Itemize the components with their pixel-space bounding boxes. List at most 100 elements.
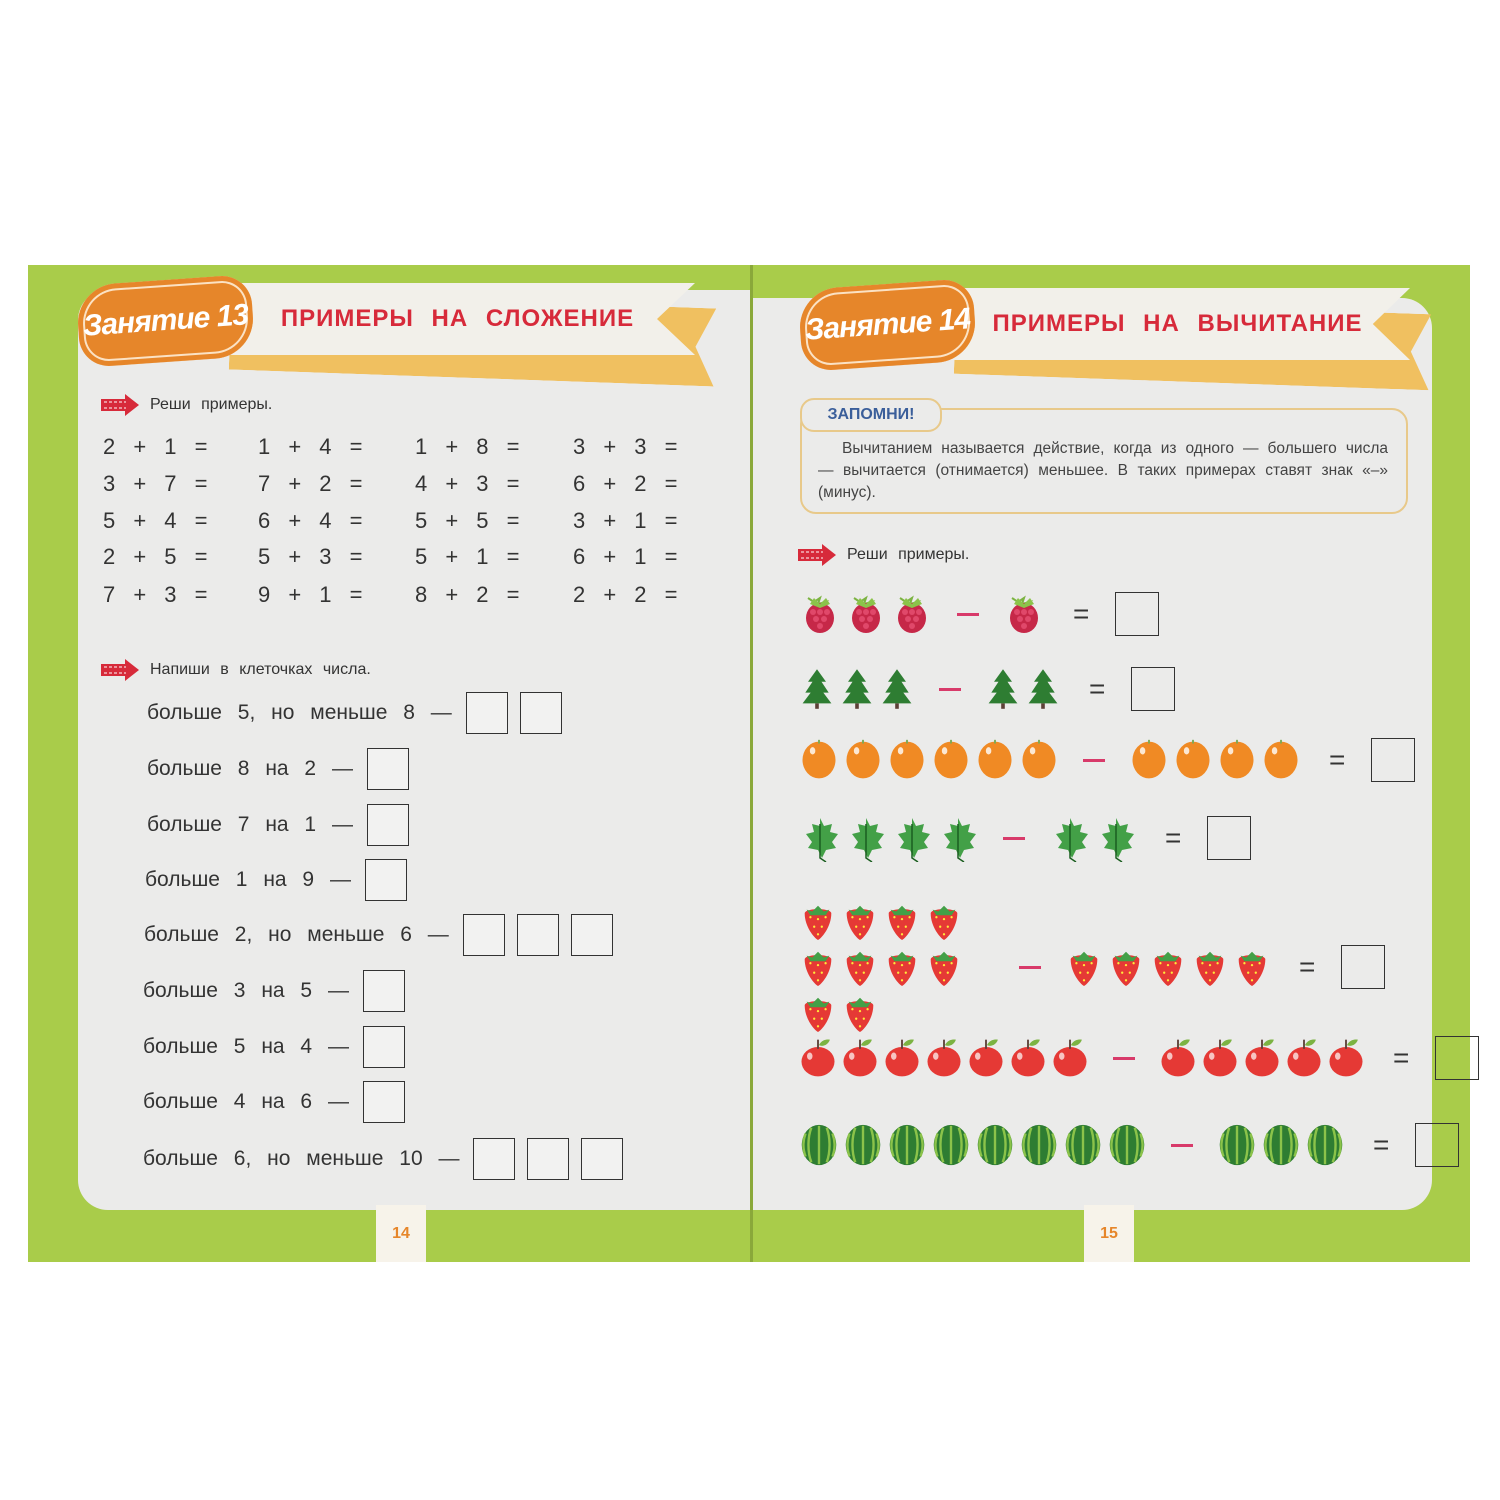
strawberry-icon — [804, 905, 832, 940]
answer-box[interactable] — [1435, 1036, 1480, 1080]
minus-sign — [957, 612, 979, 616]
strawberry-icon — [1196, 951, 1224, 986]
apple-icon — [969, 1039, 1003, 1077]
strawberry-icon — [804, 997, 832, 1032]
fill-row-label: больше 5 на 4 — — [143, 1035, 349, 1058]
remember-text: Вычитанием называется действие, когда из… — [818, 440, 1388, 501]
addition-equation: 2 + 5 = — [103, 544, 208, 569]
watermelon-icon — [845, 1124, 881, 1166]
addition-equation: 3 + 7 = — [103, 471, 208, 496]
answer-box[interactable] — [362, 970, 405, 1012]
answer-box[interactable] — [516, 914, 559, 956]
strawberry-icon — [846, 951, 874, 986]
orange-icon — [846, 739, 880, 779]
orange-icon — [1176, 739, 1210, 779]
subtrahend-group — [983, 665, 1063, 713]
answer-box[interactable] — [473, 1138, 516, 1180]
lesson-number: Занятие 13 — [81, 298, 249, 343]
answer-box[interactable] — [362, 1081, 405, 1123]
leaf-icon — [852, 818, 884, 862]
page-number: 15 — [1084, 1205, 1134, 1262]
lesson-badge: Занятие 14 — [797, 277, 978, 373]
subtraction-row: = — [797, 814, 1252, 862]
fill-row: больше 2, но меньше 6 — — [144, 914, 625, 956]
fir-tree-icon — [988, 669, 1018, 709]
orange-icon — [1132, 739, 1166, 779]
answer-box[interactable] — [581, 1138, 624, 1180]
addition-equation: 5 + 1 = — [415, 544, 520, 569]
apple-icon — [1329, 1039, 1363, 1077]
subtraction-row: = — [797, 1122, 1460, 1168]
leaf-icon — [898, 818, 930, 862]
raspberry-icon — [852, 595, 880, 633]
fill-row: больше 5 на 4 — — [143, 1026, 417, 1068]
apple-icon — [1161, 1039, 1195, 1077]
apple-icon — [1245, 1039, 1279, 1077]
fill-row-label: больше 2, но меньше 6 — — [144, 923, 449, 946]
strawberry-icon — [1112, 951, 1140, 986]
subtrahend-group — [1215, 1122, 1347, 1168]
addition-equation: 3 + 1 = — [573, 508, 678, 533]
fill-row: больше 6, но меньше 10 — — [143, 1138, 635, 1180]
answer-box[interactable] — [465, 692, 508, 734]
answer-box[interactable] — [1131, 667, 1176, 711]
minus-sign — [1019, 965, 1041, 969]
task-label: Реши примеры. — [150, 396, 273, 413]
addition-equation: 6 + 1 = — [573, 544, 678, 569]
task-arrow-icon — [101, 659, 139, 681]
answer-box[interactable] — [1341, 945, 1386, 989]
strawberry-icon — [888, 951, 916, 986]
subtrahend-group — [1063, 944, 1273, 990]
answer-box[interactable] — [362, 1026, 405, 1068]
task-solve: Реши примеры. — [797, 544, 969, 566]
answer-box[interactable] — [519, 692, 562, 734]
task-solve: Реши примеры. — [100, 394, 272, 416]
task-label: Реши примеры. — [847, 546, 970, 563]
lesson-title-ribbon: ПРИМЕРЫ НА ВЫЧИТАНИЕ — [945, 288, 1410, 360]
fir-tree-icon — [882, 669, 912, 709]
equals-sign: = — [1373, 1129, 1390, 1160]
strawberry-icon — [888, 905, 916, 940]
answer-box[interactable] — [1207, 816, 1252, 860]
equals-sign: = — [1165, 822, 1182, 853]
leaf-icon — [1056, 818, 1088, 862]
answer-box[interactable] — [364, 859, 407, 901]
answer-box[interactable] — [527, 1138, 570, 1180]
orange-icon — [802, 739, 836, 779]
addition-equation: 5 + 4 = — [103, 508, 208, 533]
subtraction-row: = — [797, 665, 1176, 713]
answer-box[interactable] — [1415, 1123, 1460, 1167]
apple-icon — [843, 1039, 877, 1077]
subtrahend-group — [1127, 738, 1303, 782]
answer-box[interactable] — [462, 914, 505, 956]
minus-sign — [1083, 758, 1105, 762]
answer-box[interactable] — [366, 748, 409, 790]
leaf-icon — [1102, 818, 1134, 862]
minuend-group — [797, 898, 997, 1036]
page-number-text: 14 — [392, 1224, 410, 1242]
addition-equation: 6 + 4 = — [258, 508, 363, 533]
addition-equation: 9 + 1 = — [258, 582, 363, 607]
strawberry-icon — [846, 997, 874, 1032]
fill-row-label: больше 7 на 1 — — [147, 813, 353, 836]
apple-icon — [1203, 1039, 1237, 1077]
addition-equation: 7 + 2 = — [258, 471, 363, 496]
lesson-title-ribbon: ПРИМЕРЫ НА СЛОЖЕНИЕ — [220, 283, 695, 355]
remember-box — [800, 408, 1408, 514]
watermelon-icon — [889, 1124, 925, 1166]
fill-row-label: больше 5, но меньше 8 — — [147, 701, 452, 724]
answer-box[interactable] — [1115, 592, 1160, 636]
minuend-group — [797, 590, 935, 638]
answer-box[interactable] — [366, 804, 409, 846]
apple-icon — [1287, 1039, 1321, 1077]
strawberry-icon — [804, 951, 832, 986]
raspberry-icon — [1010, 595, 1038, 633]
addition-equation: 4 + 3 = — [415, 471, 520, 496]
answer-box[interactable] — [1371, 738, 1416, 782]
book-spine — [750, 265, 753, 1262]
equals-sign: = — [1073, 598, 1090, 629]
minuend-group — [797, 1036, 1091, 1080]
watermelon-icon — [1263, 1124, 1299, 1166]
answer-box[interactable] — [570, 914, 613, 956]
fill-row: больше 5, но меньше 8 — — [147, 692, 574, 734]
